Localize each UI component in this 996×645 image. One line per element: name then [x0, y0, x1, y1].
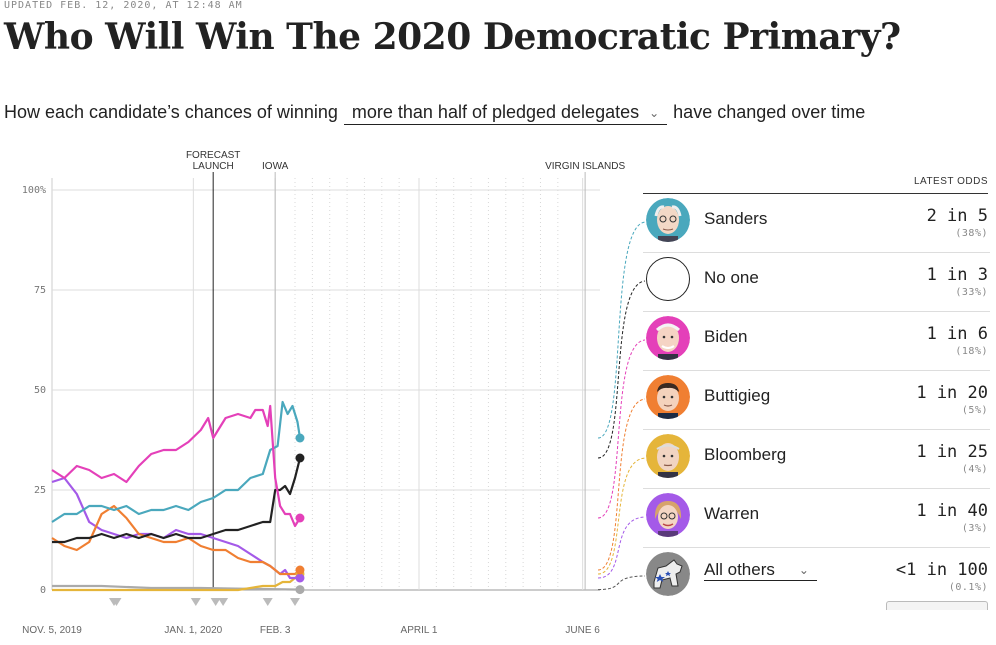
empty-circle-icon — [646, 257, 690, 301]
candidate-odds: 1 in 40 — [916, 501, 988, 521]
all-others-dropdown[interactable]: All others ⌄ — [704, 560, 817, 581]
x-tick-label: APRIL 1 — [401, 625, 438, 636]
updated-timestamp: UPDATED FEB. 12, 2020, AT 12:48 AM — [4, 0, 243, 11]
outcome-selector-value: more than half of pledged delegates — [351, 102, 640, 122]
legend-connector — [597, 457, 645, 575]
series-line-bloomberg — [52, 573, 301, 592]
subtitle-prefix: How each candidate’s chances of winning — [4, 102, 338, 122]
series-endpoint-warren — [295, 573, 305, 583]
subtitle-suffix: have changed over time — [673, 102, 866, 122]
x-tick-label: JUNE 6 — [565, 625, 600, 636]
outcome-selector[interactable]: more than half of pledged delegates ⌄ — [343, 102, 668, 125]
legend-row-biden[interactable]: Biden 1 in 6 (18%) — [643, 312, 990, 371]
candidate-percent: (4%) — [961, 464, 988, 475]
candidate-percent: (18%) — [955, 346, 988, 357]
buttigieg-portrait-icon — [646, 375, 690, 419]
chevron-down-icon: ⌄ — [798, 563, 809, 577]
event-label: VIRGIN ISLANDS — [545, 161, 625, 172]
series-line-sanders — [51, 400, 302, 523]
share-button[interactable] — [886, 601, 988, 610]
legend-connector — [597, 398, 645, 571]
y-tick-label: 100% — [22, 185, 46, 196]
debate-marker — [290, 598, 301, 606]
candidate-name: Bloomberg — [704, 445, 787, 464]
candidate-odds: 2 in 5 — [926, 206, 988, 226]
series-endpoint-sanders — [295, 433, 305, 443]
warren-portrait-icon — [646, 493, 690, 537]
bloomberg-portrait-icon — [646, 434, 690, 478]
y-tick-label: 0 — [40, 585, 46, 596]
event-label: FORECAST — [186, 150, 240, 161]
candidate-name: Sanders — [704, 209, 768, 228]
candidate-odds: 1 in 25 — [916, 442, 988, 462]
event-label: IOWA — [262, 161, 289, 172]
latest-odds-header: LATEST ODDS — [643, 176, 988, 194]
debate-marker — [111, 598, 122, 606]
forecast-line-chart: 0 25 50 75 100% NOV. 5, 2019 JAN. 1, 2020 FEB. … — [22, 150, 645, 636]
series-endpoint-buttigieg — [295, 565, 305, 575]
series-line-biden — [51, 404, 301, 528]
biden-portrait-icon — [646, 316, 690, 360]
candidate-percent: (33%) — [955, 287, 988, 298]
candidate-name: Buttigieg — [704, 386, 771, 405]
chart-subtitle: How each candidate’s chances of winning … — [4, 102, 865, 125]
event-label: LAUNCH — [193, 161, 234, 172]
candidate-odds: 1 in 3 — [926, 265, 988, 285]
series-line-no-one — [52, 457, 302, 544]
debate-marker — [210, 598, 221, 606]
candidate-odds: 1 in 20 — [916, 383, 988, 403]
legend-row-buttigieg[interactable]: Buttigieg 1 in 20 (5%) — [643, 371, 990, 430]
series-line-buttigieg — [51, 504, 301, 576]
y-tick-label: 50 — [34, 385, 46, 396]
series-endpoint-all-others — [295, 585, 305, 595]
debate-marker — [262, 598, 273, 606]
legend-connector — [597, 221, 645, 439]
x-tick-label: FEB. 3 — [260, 625, 291, 636]
candidate-name: Biden — [704, 327, 748, 346]
series-line-all-others — [52, 584, 301, 591]
chevron-down-icon: ⌄ — [649, 105, 660, 120]
candidate-name: No one — [704, 268, 759, 287]
candidate-name: Warren — [704, 504, 760, 523]
legend-row-no-one[interactable]: No one 1 in 3 (33%) — [643, 253, 990, 312]
series-endpoint-no-one — [295, 453, 305, 463]
candidate-odds: 1 in 6 — [926, 324, 988, 344]
legend-connector — [597, 575, 645, 591]
y-tick-label: 25 — [34, 485, 46, 496]
legend-connector — [597, 516, 645, 579]
legend-row-warren[interactable]: Warren 1 in 40 (3%) — [643, 489, 990, 548]
x-tick-label: NOV. 5, 2019 — [22, 625, 82, 636]
debate-marker — [218, 598, 229, 606]
legend-row-all-others[interactable]: All others ⌄ <1 in 100 (0.1%) — [643, 548, 990, 610]
series-endpoint-biden — [295, 513, 305, 523]
legend-row-bloomberg[interactable]: Bloomberg 1 in 25 (4%) — [643, 430, 990, 489]
legend-connector — [597, 280, 645, 459]
sanders-portrait-icon — [646, 198, 690, 242]
y-tick-label: 75 — [34, 285, 46, 296]
candidate-percent: (0.1%) — [948, 582, 988, 593]
candidate-name: All others — [704, 560, 775, 579]
donkey-icon — [646, 552, 690, 596]
candidate-percent: (38%) — [955, 228, 988, 239]
candidate-percent: (5%) — [961, 405, 988, 416]
page-title: Who Will Win The 2020 Democratic Primary… — [4, 16, 901, 58]
x-tick-label: JAN. 1, 2020 — [164, 625, 222, 636]
legend-connector — [597, 339, 645, 519]
candidate-percent: (3%) — [961, 523, 988, 534]
legend-row-sanders[interactable]: Sanders 2 in 5 (38%) — [643, 194, 990, 253]
debate-marker — [190, 598, 201, 606]
candidate-odds: <1 in 100 — [895, 560, 988, 580]
